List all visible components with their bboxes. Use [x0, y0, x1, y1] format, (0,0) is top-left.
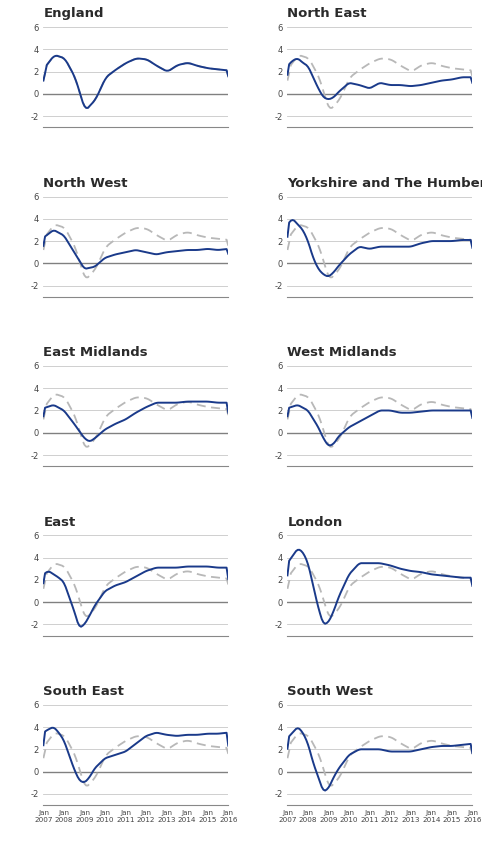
Text: East: East [43, 516, 76, 529]
Text: East Midlands: East Midlands [43, 346, 148, 359]
Text: South West: South West [287, 685, 374, 698]
Text: London: London [287, 516, 343, 529]
Text: England: England [43, 8, 104, 21]
Text: North East: North East [287, 8, 367, 21]
Text: Yorkshire and The Humber: Yorkshire and The Humber [287, 177, 482, 189]
Text: North West: North West [43, 177, 128, 189]
Text: West Midlands: West Midlands [287, 346, 397, 359]
Text: South East: South East [43, 685, 124, 698]
